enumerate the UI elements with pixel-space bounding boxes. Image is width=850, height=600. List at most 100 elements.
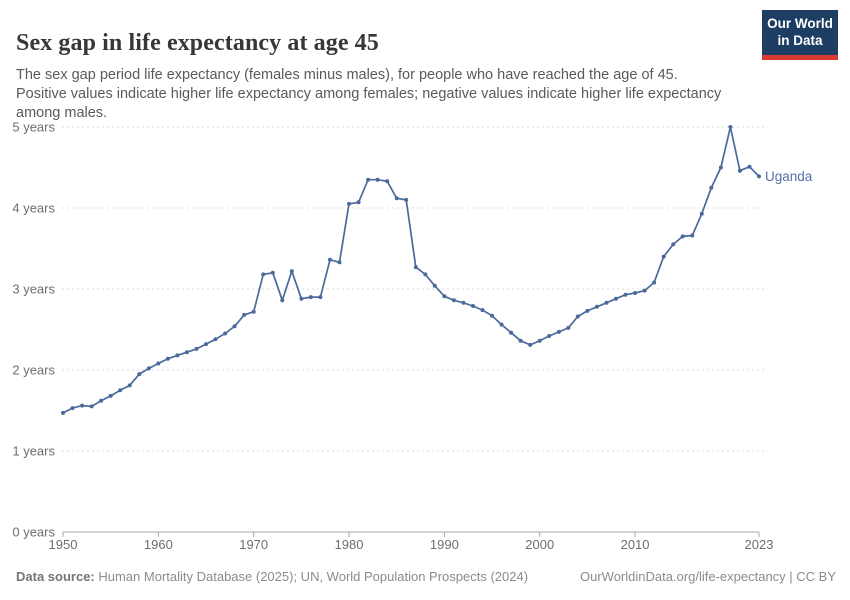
data-point[interactable] [575,314,580,319]
data-point[interactable] [699,211,704,216]
data-point[interactable] [480,308,485,313]
data-point[interactable] [308,295,313,300]
data-point[interactable] [690,233,695,238]
data-point[interactable] [718,165,723,170]
data-point[interactable] [528,342,533,347]
data-point[interactable] [165,356,170,361]
owid-logo-line1: Our World [767,16,833,31]
x-tick-label: 1950 [49,537,78,552]
y-tick-label: 1 years [12,444,55,459]
x-tick-label: 2023 [745,537,774,552]
data-point[interactable] [509,330,514,335]
data-point[interactable] [127,383,132,388]
data-point[interactable] [80,403,85,408]
data-point[interactable] [61,410,65,415]
data-point[interactable] [537,338,542,343]
data-point[interactable] [175,353,180,358]
data-point[interactable] [614,296,618,301]
page-title: Sex gap in life expectancy at age 45 [16,30,379,57]
data-point[interactable] [757,174,761,179]
data-point[interactable] [108,393,113,398]
y-tick-label: 5 years [12,120,55,135]
data-point[interactable] [347,201,351,206]
owid-url-license-link[interactable]: OurWorldinData.org/life-expectancy | CC … [579,569,836,584]
y-tick-label: 0 years [12,525,55,540]
data-point[interactable] [642,288,647,293]
data-point[interactable] [442,294,447,299]
data-point[interactable] [280,298,285,303]
series-label-uganda[interactable]: Uganda [765,169,813,184]
chart-subtitle: The sex gap period life expectancy (fema… [16,66,722,122]
data-point[interactable] [99,398,104,403]
owid-logo[interactable]: Our World in Data [762,10,838,60]
data-point[interactable] [356,200,361,205]
data-point[interactable] [232,324,237,329]
data-point[interactable] [89,404,94,409]
data-point[interactable] [623,292,628,297]
y-tick-label: 3 years [12,282,55,297]
data-point[interactable] [518,338,523,343]
data-point[interactable] [270,270,275,275]
data-point[interactable] [404,197,409,202]
data-point[interactable] [328,257,332,262]
x-tick-label: 1970 [239,537,268,552]
data-point[interactable] [299,296,304,301]
data-point[interactable] [585,308,590,313]
data-point[interactable] [461,300,466,305]
data-point[interactable] [118,388,123,393]
data-point[interactable] [471,304,475,308]
data-point[interactable] [671,242,676,247]
data-point[interactable] [566,325,571,330]
data-point[interactable] [337,260,342,265]
data-point[interactable] [70,406,75,411]
y-tick-label: 4 years [12,201,55,216]
data-source-note: Data source: Human Mortality Database (2… [16,569,528,584]
data-point[interactable] [604,300,609,305]
data-point[interactable] [394,196,399,201]
data-point[interactable] [146,366,151,371]
data-point[interactable] [137,372,142,377]
data-point[interactable] [375,177,380,182]
data-point[interactable] [633,291,638,295]
data-source-text: Human Mortality Database (2025); UN, Wor… [94,569,529,584]
data-point[interactable] [490,313,494,318]
data-point[interactable] [289,269,294,274]
data-point[interactable] [318,295,323,300]
data-point[interactable] [423,272,428,277]
data-point[interactable] [680,234,685,239]
data-point[interactable] [213,337,218,342]
data-point[interactable] [661,254,666,259]
data-point[interactable] [709,185,714,190]
data-point[interactable] [184,350,189,355]
data-point[interactable] [385,179,390,184]
data-source-label: Data source: [16,569,95,584]
data-point[interactable] [652,280,657,285]
data-point[interactable] [594,304,599,309]
data-point[interactable] [737,168,742,173]
data-point[interactable] [204,342,208,347]
data-point[interactable] [194,346,199,351]
data-point[interactable] [366,177,371,182]
data-point[interactable] [547,334,552,338]
y-tick-label: 2 years [12,363,55,378]
data-point[interactable] [242,312,247,317]
data-point[interactable] [413,265,418,270]
data-point[interactable] [223,331,228,336]
x-tick-label: 1960 [144,537,173,552]
data-point[interactable] [747,164,752,169]
data-point[interactable] [728,125,733,129]
data-point[interactable] [156,361,161,366]
data-point[interactable] [556,329,561,334]
data-point[interactable] [451,298,456,303]
data-point[interactable] [251,309,256,314]
owid-logo-line2: in Data [777,32,823,48]
series-uganda[interactable] [61,125,761,415]
chart-svg: 0 years 1 years 2 years 3 years 4 years 5 yea… [12,120,813,553]
data-point[interactable] [499,322,504,327]
data-point[interactable] [432,283,437,288]
x-tick-label: 2000 [525,537,554,552]
data-point[interactable] [261,272,266,277]
x-tick-label: 1990 [430,537,459,552]
chart-footer: Data source: Human Mortality Database (2… [16,569,836,584]
x-tick-label: 1980 [335,537,364,552]
